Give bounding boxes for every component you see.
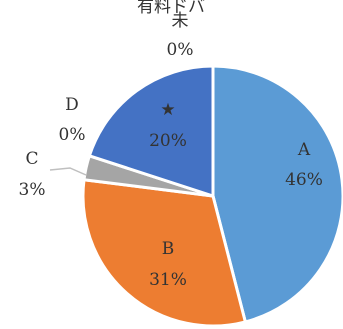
category-label-1: B <box>162 239 175 259</box>
value-label-5: 0% <box>167 40 194 60</box>
value-label-1: 31% <box>149 270 187 290</box>
slice-B <box>81 178 247 328</box>
value-label-0: 46% <box>285 170 323 190</box>
slice-A <box>211 64 343 324</box>
category-label-3: D <box>65 95 79 115</box>
leader-line-C <box>49 167 87 176</box>
slices <box>81 64 343 328</box>
top-partial-text: 有料ドバ <box>137 0 205 17</box>
value-label-2: 3% <box>19 180 46 200</box>
value-label-3: 0% <box>59 125 86 145</box>
value-label-4: 20% <box>149 131 187 151</box>
category-label-5: 未 <box>172 11 189 31</box>
category-label-0: A <box>297 140 311 160</box>
slice-★ <box>87 64 215 198</box>
labels: A 46% B 31% C 3% D 0% ★ 20% 未 0% <box>19 11 323 290</box>
category-label-2: C <box>25 149 38 169</box>
leader-lines <box>49 167 87 176</box>
category-label-4: ★ <box>160 100 175 120</box>
